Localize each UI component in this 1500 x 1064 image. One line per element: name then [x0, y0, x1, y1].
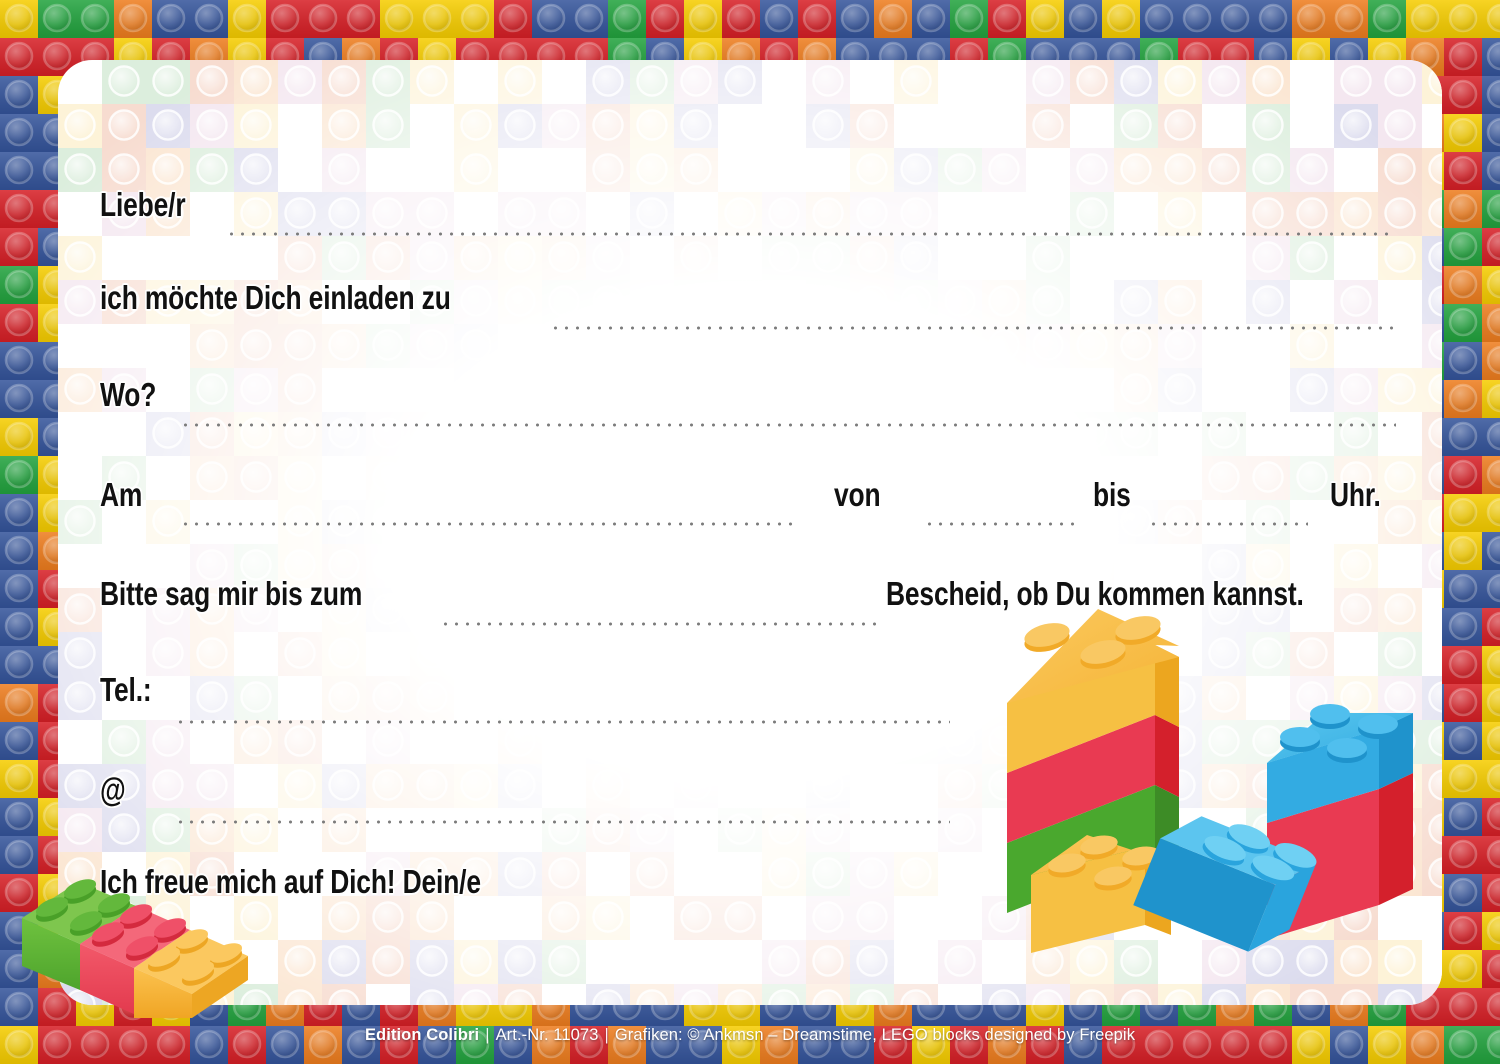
field-from: von — [834, 478, 892, 511]
field-greeting: Liebe/r — [100, 188, 207, 221]
footer-separator-2: | — [604, 1025, 609, 1044]
field-oclock: Uhr. — [1330, 478, 1393, 511]
field-when-writeline[interactable] — [180, 522, 798, 526]
field-rsvp-by-label: Bitte sag mir bis zum — [100, 575, 363, 612]
field-from-label: von — [834, 476, 881, 513]
field-when-label: Am — [100, 476, 143, 513]
field-invite-to: ich möchte Dich einladen zu — [100, 281, 538, 314]
footer-separator-1: | — [485, 1025, 490, 1044]
invitation-card: Liebe/r ich möchte Dich einladen zu Wo? … — [58, 60, 1442, 1005]
field-where-label: Wo? — [100, 376, 157, 413]
invitation-form-fields: Liebe/r ich möchte Dich einladen zu Wo? … — [58, 60, 1442, 1005]
field-email: @ — [100, 773, 132, 806]
field-to-label: bis — [1093, 476, 1131, 513]
field-email-writeline[interactable] — [175, 820, 950, 824]
field-phone: Tel.: — [100, 673, 164, 706]
footer-credit-line: Edition Colibri | Art.-Nr. 11073 | Grafi… — [0, 1022, 1500, 1048]
field-where-writeline[interactable] — [180, 423, 1396, 427]
field-when: Am — [100, 478, 153, 511]
footer-article-number: Art.-Nr. 11073 — [495, 1025, 599, 1044]
lego-tri-color-brick-illustration — [18, 868, 298, 1018]
field-invite-to-writeline[interactable] — [550, 326, 1396, 330]
field-greeting-label: Liebe/r — [100, 186, 186, 223]
field-rsvp-tail: Bescheid, ob Du kommen kannst. — [886, 577, 1408, 610]
field-greeting-writeline[interactable] — [226, 232, 1396, 236]
field-oclock-label: Uhr. — [1330, 476, 1381, 513]
field-where: Wo? — [100, 378, 170, 411]
field-phone-writeline[interactable] — [175, 720, 950, 724]
field-invite-to-label: ich möchte Dich einladen zu — [100, 279, 451, 316]
field-rsvp-tail-label: Bescheid, ob Du kommen kannst. — [886, 575, 1304, 612]
field-from-writeline[interactable] — [924, 522, 1082, 526]
field-rsvp-by: Bitte sag mir bis zum — [100, 577, 428, 610]
footer-brand: Edition Colibri — [364, 1025, 480, 1044]
footer-graphics-credit: Grafiken: © Ankmsn – Dreamstime, LEGO bl… — [614, 1025, 1136, 1044]
field-rsvp-by-writeline[interactable] — [440, 622, 882, 626]
field-phone-label: Tel.: — [100, 671, 152, 708]
field-to: bis — [1093, 478, 1140, 511]
field-to-writeline[interactable] — [1148, 522, 1308, 526]
field-email-label: @ — [100, 771, 126, 808]
